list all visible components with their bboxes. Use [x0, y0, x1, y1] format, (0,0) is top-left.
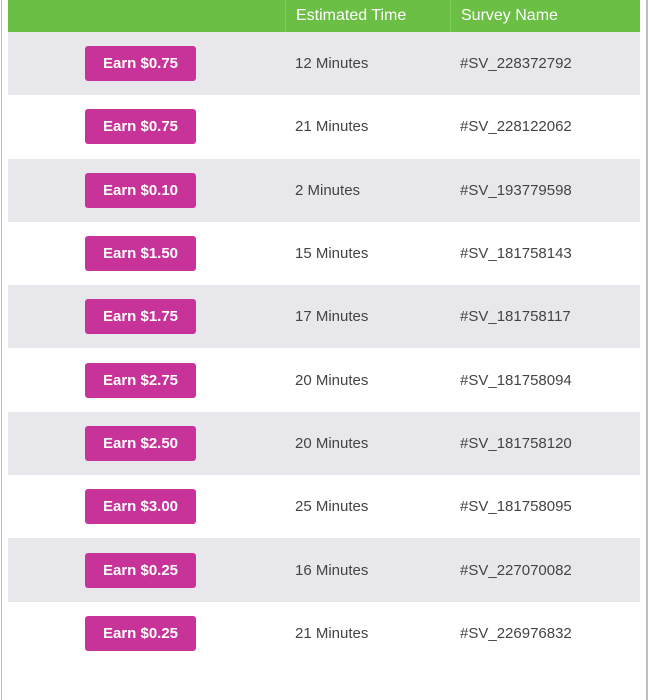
header-action [8, 0, 285, 32]
estimated-time-cell: 21 Minutes [295, 118, 369, 136]
action-cell: Earn $0.75 [8, 109, 285, 145]
estimated-time-cell: 16 Minutes [295, 561, 369, 579]
estimated-time-cell: 12 Minutes [295, 55, 369, 73]
survey-name-cell: #SV_228372792 [460, 55, 572, 73]
action-cell: Earn $0.25 [8, 552, 285, 588]
table-header: Estimated Time Survey Name [8, 0, 640, 32]
earn-button[interactable]: Earn $0.10 [85, 172, 196, 208]
table-row: Earn $2.75 20 Minutes #SV_181758094 [8, 348, 640, 411]
table-row: Earn $0.25 16 Minutes #SV_227070082 [8, 538, 640, 602]
table-body: Earn $0.75 12 Minutes #SV_228372792 Earn $0… [8, 32, 640, 665]
earn-button[interactable]: Earn $3.00 [85, 489, 196, 525]
estimated-time-cell: 20 Minutes [295, 371, 369, 389]
survey-name-cell: #SV_181758120 [460, 434, 572, 452]
earn-button[interactable]: Earn $1.75 [85, 299, 196, 335]
estimated-time-cell: 17 Minutes [295, 308, 369, 326]
survey-name-cell: #SV_226976832 [460, 624, 572, 642]
table-row: Earn $1.50 15 Minutes #SV_181758143 [8, 222, 640, 285]
table-row: Earn $0.10 2 Minutes #SV_193779598 [8, 158, 640, 222]
table-row: Earn $2.50 20 Minutes #SV_181758120 [8, 411, 640, 476]
earn-button[interactable]: Earn $0.25 [85, 615, 196, 651]
action-cell: Earn $1.50 [8, 236, 285, 272]
action-cell: Earn $0.10 [8, 172, 285, 208]
action-cell: Earn $0.25 [8, 615, 285, 651]
survey-name-cell: #SV_181758117 [460, 308, 571, 326]
earn-button[interactable]: Earn $0.75 [85, 46, 196, 82]
earn-button[interactable]: Earn $1.50 [85, 236, 196, 272]
earn-button[interactable]: Earn $2.50 [85, 425, 196, 461]
table-row: Earn $0.25 21 Minutes #SV_226976832 [8, 602, 640, 665]
table-row: Earn $0.75 21 Minutes #SV_228122062 [8, 95, 640, 158]
estimated-time-cell: 20 Minutes [295, 434, 369, 452]
survey-name-cell: #SV_181758095 [460, 498, 572, 516]
survey-name-cell: #SV_228122062 [460, 118, 572, 136]
estimated-time-cell: 15 Minutes [295, 245, 369, 263]
survey-table: Estimated Time Survey Name Earn $0.75 12 … [8, 0, 640, 665]
survey-name-cell: #SV_193779598 [460, 181, 572, 199]
action-cell: Earn $1.75 [8, 299, 285, 335]
earn-button[interactable]: Earn $0.75 [85, 109, 196, 145]
earn-button[interactable]: Earn $0.25 [85, 552, 196, 588]
estimated-time-cell: 21 Minutes [295, 624, 369, 642]
action-cell: Earn $0.75 [8, 46, 285, 82]
survey-name-cell: #SV_181758094 [460, 371, 572, 389]
action-cell: Earn $2.75 [8, 362, 285, 398]
header-survey-name[interactable]: Survey Name [450, 0, 640, 32]
action-cell: Earn $3.00 [8, 489, 285, 525]
estimated-time-cell: 2 Minutes [295, 181, 361, 199]
earn-button[interactable]: Earn $2.75 [85, 362, 196, 398]
survey-name-cell: #SV_227070082 [460, 561, 572, 579]
table-row: Earn $1.75 17 Minutes #SV_181758117 [8, 285, 640, 349]
table-row: Earn $0.75 12 Minutes #SV_228372792 [8, 32, 640, 96]
header-estimated-time[interactable]: Estimated Time [285, 0, 450, 32]
action-cell: Earn $2.50 [8, 425, 285, 461]
table-row: Earn $3.00 25 Minutes #SV_181758095 [8, 475, 640, 538]
survey-name-cell: #SV_181758143 [460, 245, 572, 263]
estimated-time-cell: 25 Minutes [295, 498, 369, 516]
